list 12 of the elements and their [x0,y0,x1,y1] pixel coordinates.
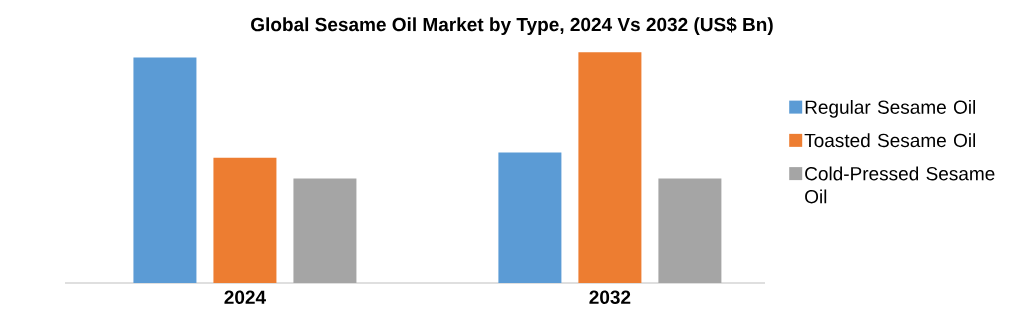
bar [293,178,357,283]
bar [578,52,642,283]
legend-label: Toasted Sesame Oil [804,133,976,148]
chart-title: Global Sesame Oil Market by Type, 2024 Vs 2032 (US$ Bn) [251,16,773,36]
bar [658,178,722,283]
bar [213,157,277,283]
x-tick-label: 2024 [224,290,266,304]
legend-label: Cold-Pressed Sesame Oil [805,166,995,204]
bar [133,57,197,283]
legend-label: Regular Sesame Oil [805,99,976,118]
x-tick-label: 2032 [589,290,631,305]
bar [498,152,562,283]
